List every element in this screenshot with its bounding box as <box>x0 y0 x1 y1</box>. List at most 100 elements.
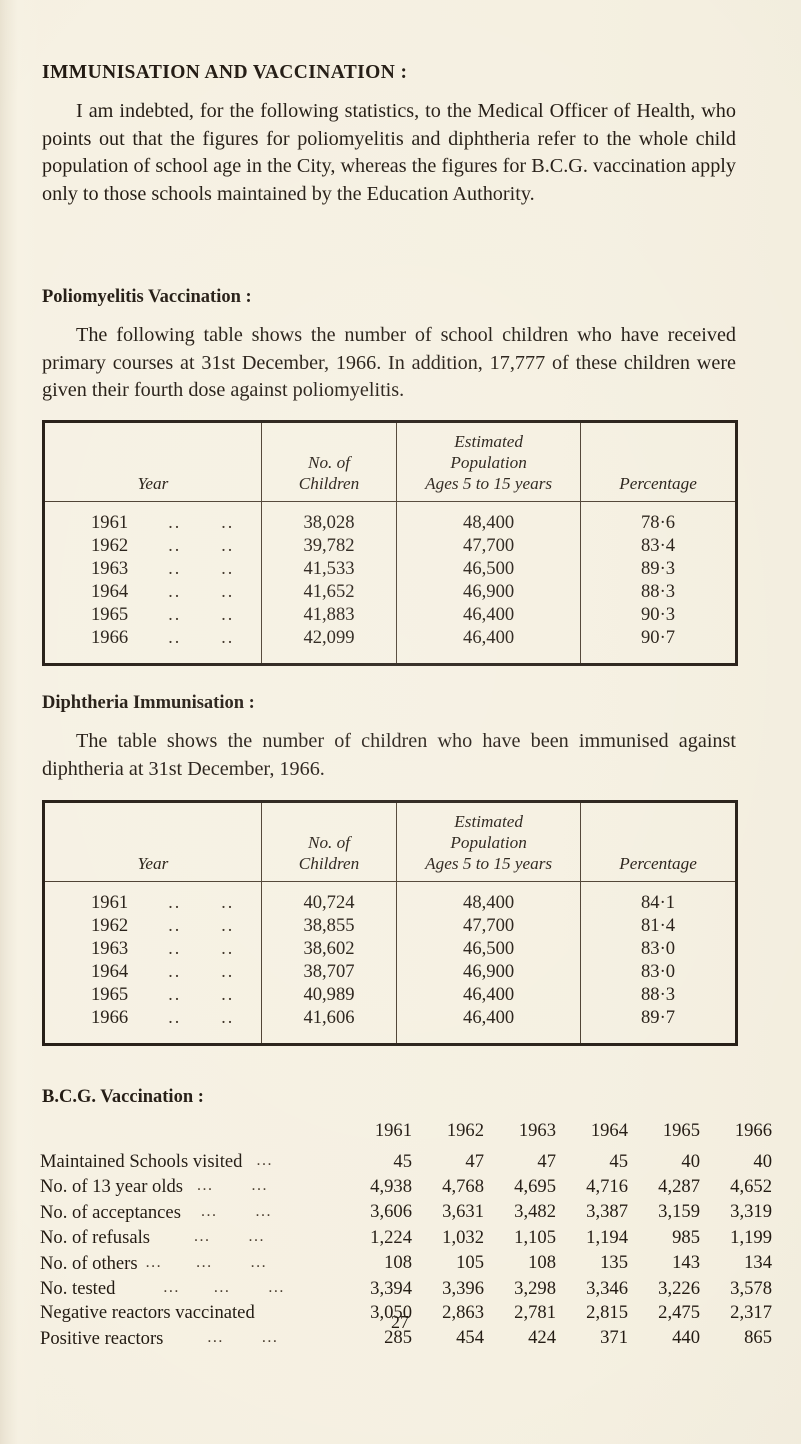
leader-dots: .. <box>221 1007 235 1028</box>
leader-dots: .. <box>221 915 235 936</box>
bcg-cell: 3,394 <box>370 1277 412 1299</box>
bcg-cell: 2,815 <box>586 1302 628 1324</box>
bcg-cell: 454 <box>456 1327 484 1349</box>
diphtheria-cell-population: 46,400 <box>396 1006 582 1045</box>
bcg-label-text: No. of refusals <box>40 1227 150 1249</box>
bcg-cell: 4,938 <box>370 1175 412 1197</box>
leader-dots: ... <box>163 1279 180 1297</box>
polio-cell-percentage: 90·3 <box>640 603 676 625</box>
bcg-cell: 3,298 <box>514 1277 556 1299</box>
bcg-label-text: No. of acceptances <box>40 1201 181 1223</box>
diphtheria-cell-percentage: 83·0 <box>640 960 676 982</box>
list-item: No. of acceptances...... 3,606 3,631 3,4… <box>40 1200 772 1225</box>
polio-cell-percentage: 83·4 <box>640 534 676 556</box>
bcg-row-label: No. tested......... <box>40 1276 340 1301</box>
bcg-cell: 3,482 <box>514 1201 556 1223</box>
diphtheria-cell-percentage: 88·3 <box>640 983 676 1005</box>
table-row: 1961.... 40,724 48,400 84·1 <box>43 881 737 915</box>
leader-dots: ... <box>207 1328 224 1346</box>
polio-col-population-line3: Ages 5 to 15 years <box>425 474 553 493</box>
bcg-row-label: No. of others......... <box>40 1251 340 1276</box>
polio-col-year: Year <box>43 421 262 502</box>
bcg-label-text: Positive reactors <box>40 1327 164 1349</box>
polio-col-children: No. of Children <box>261 421 398 502</box>
year-value: 1961 <box>91 892 129 913</box>
diphtheria-cell-children: 38,855 <box>261 914 398 938</box>
diphtheria-cell-children: 40,724 <box>261 881 398 915</box>
diphtheria-cell-year: 1966.... <box>43 1006 262 1045</box>
diphtheria-table-head: Year No. of Children Estimated Populatio… <box>43 801 737 882</box>
table-row: 1965.... 40,989 46,400 88·3 <box>43 983 737 1007</box>
bcg-cell: 143 <box>672 1252 700 1274</box>
bcg-cell: 424 <box>528 1327 556 1349</box>
leader-dots: .. <box>221 961 235 982</box>
bcg-cell: 108 <box>528 1252 556 1274</box>
table-row: 1961.... 38,028 48,400 78·6 <box>43 501 737 535</box>
year-value: 1964 <box>91 961 129 983</box>
diphtheria-col-percentage-label: Percentage <box>619 854 697 873</box>
bcg-label-text: Maintained Schools visited <box>40 1151 243 1172</box>
leader-dots: .. <box>168 915 182 936</box>
polio-cell-children: 41,883 <box>261 603 398 627</box>
bcg-cell: 47 <box>465 1150 484 1172</box>
polio-table-head: Year No. of Children Estimated Populatio… <box>43 421 737 502</box>
polio-table-body: 1961.... 38,028 48,400 78·6 1962.... 39,… <box>43 501 737 665</box>
diphtheria-cell-children: 38,602 <box>261 937 398 961</box>
table-row: 1963.... 41,533 46,500 89·3 <box>43 557 737 581</box>
bcg-cell: 3,319 <box>730 1201 772 1223</box>
bcg-cell: 47 <box>537 1150 556 1172</box>
leader-dots: .. <box>168 984 182 1005</box>
polio-cell-year: 1961.... <box>43 501 262 535</box>
bcg-col-year-1964: 1964 <box>590 1120 628 1141</box>
polio-col-population-line1: Estimated <box>454 432 523 451</box>
year-value: 1965 <box>91 984 129 1006</box>
year-value: 1966 <box>91 1007 129 1029</box>
leader-dots: .. <box>168 512 182 532</box>
polio-cell-population: 46,400 <box>396 603 582 627</box>
polio-col-population: Estimated Population Ages 5 to 15 years <box>396 421 582 502</box>
leader-dots: ... <box>213 1279 231 1297</box>
leader-dots: .. <box>168 938 182 959</box>
bcg-label-text: No. of others <box>40 1252 138 1274</box>
page-title: IMMUNISATION AND VACCINATION : <box>42 62 408 83</box>
year-value: 1966 <box>91 627 129 649</box>
diphtheria-cell-year: 1965.... <box>43 983 262 1007</box>
polio-cell-children: 42,099 <box>261 626 398 665</box>
bcg-cell: 3,050 <box>370 1302 412 1324</box>
year-value: 1963 <box>91 558 129 580</box>
polio-cell-population: 46,500 <box>396 557 582 581</box>
diphtheria-col-children: No. of Children <box>261 801 398 882</box>
leader-dots: ... <box>196 1253 213 1271</box>
diphtheria-col-percentage: Percentage <box>580 801 737 882</box>
bcg-table: 1961 1962 1963 1964 1965 1966 Maintained… <box>40 1120 772 1351</box>
diphtheria-col-population-line1: Estimated <box>454 812 523 831</box>
bcg-col-year-1966: 1966 <box>734 1120 772 1141</box>
bcg-cell: 2,781 <box>514 1302 556 1324</box>
bcg-col-label <box>40 1120 340 1149</box>
diphtheria-table: Year No. of Children Estimated Populatio… <box>42 800 738 1046</box>
year-value: 1962 <box>91 915 129 937</box>
bcg-row-label: No. of refusals...... <box>40 1225 340 1250</box>
leader-dots: ... <box>256 1152 273 1169</box>
leader-dots: ... <box>145 1253 163 1271</box>
diphtheria-cell-year: 1961.... <box>43 881 262 915</box>
bcg-cell: 4,287 <box>658 1175 700 1197</box>
bcg-cell: 134 <box>744 1252 772 1274</box>
bcg-cell: 865 <box>744 1327 772 1349</box>
diphtheria-cell-percentage: 89·7 <box>640 1006 676 1028</box>
diphtheria-cell-year: 1964.... <box>43 960 262 984</box>
leader-dots: .. <box>221 892 235 912</box>
bcg-label-text: Negative reactors vaccinated <box>40 1302 255 1324</box>
year-value: 1965 <box>91 604 129 626</box>
bcg-col-year-1965: 1965 <box>662 1120 700 1141</box>
bcg-cell: 3,159 <box>658 1201 700 1223</box>
diphtheria-cell-percentage: 83·0 <box>640 937 676 959</box>
diphtheria-table-header-row: Year No. of Children Estimated Populatio… <box>43 801 737 882</box>
polio-table-header-row: Year No. of Children Estimated Populatio… <box>43 421 737 502</box>
diphtheria-col-population: Estimated Population Ages 5 to 15 years <box>396 801 582 882</box>
bcg-header-row: 1961 1962 1963 1964 1965 1966 <box>40 1120 772 1149</box>
polio-cell-percentage: 90·7 <box>640 626 676 648</box>
bcg-cell: 3,578 <box>730 1277 772 1299</box>
bcg-cell: 285 <box>384 1327 412 1349</box>
polio-cell-children: 41,533 <box>261 557 398 581</box>
